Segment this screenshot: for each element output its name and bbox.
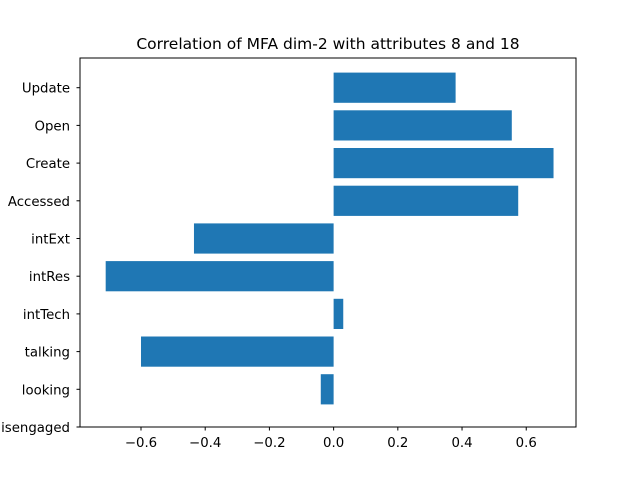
bars-group xyxy=(105,72,554,405)
x-tick-label: 0.2 xyxy=(387,436,408,451)
bar-Update xyxy=(333,72,456,103)
y-tick-label: Create xyxy=(26,157,70,172)
x-axis-ticks: −0.6 −0.4 −0.2 0.0 0.2 0.4 0.6 xyxy=(125,427,537,451)
y-tick-label: intTech xyxy=(23,308,70,323)
bar-intExt xyxy=(193,223,334,254)
bar-looking xyxy=(320,374,334,405)
y-axis-ticks: Update Open Create Accessed intExt intRes intT… xyxy=(0,82,80,436)
y-tick-label: Update xyxy=(22,82,70,97)
bar-intRes xyxy=(105,261,334,292)
y-tick-label: intRes xyxy=(29,270,70,285)
x-tick-label: −0.2 xyxy=(253,436,285,451)
y-tick-label: Open xyxy=(34,119,70,134)
y-tick-label: intExt xyxy=(31,233,70,248)
bar-talking xyxy=(140,336,334,367)
y-tick-label: disengaged xyxy=(0,421,70,436)
x-tick-label: 0.4 xyxy=(451,436,472,451)
x-tick-label: −0.4 xyxy=(189,436,221,451)
bar-Create xyxy=(333,148,554,179)
y-tick-label: Accessed xyxy=(8,195,70,210)
y-tick-label: talking xyxy=(25,346,70,361)
chart-title: Correlation of MFA dim-2 with attributes… xyxy=(136,35,519,53)
x-tick-label: 0.0 xyxy=(323,436,344,451)
x-tick-label: 0.6 xyxy=(516,436,537,451)
x-tick-label: −0.6 xyxy=(125,436,157,451)
bar-Open xyxy=(333,110,512,141)
bar-intTech xyxy=(333,298,344,329)
y-tick-label: looking xyxy=(22,383,70,398)
plot-frame xyxy=(79,57,577,428)
bar-Accessed xyxy=(333,185,519,216)
